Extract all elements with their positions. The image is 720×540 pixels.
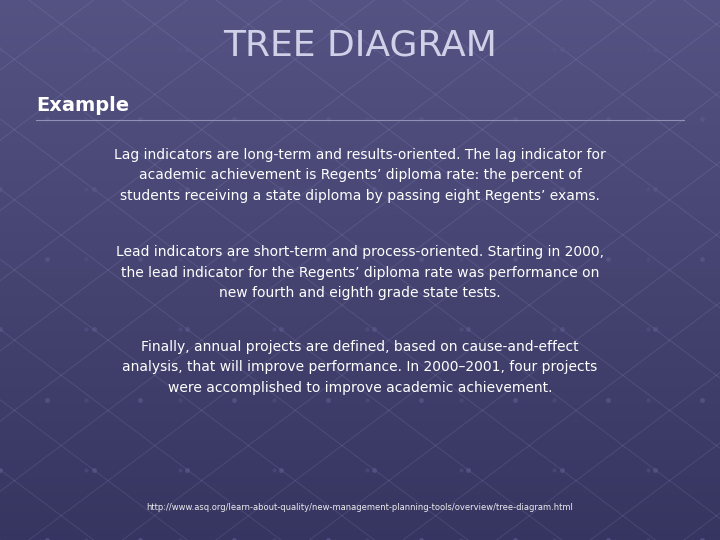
Bar	[0, 513, 720, 522]
Bar	[0, 144, 720, 153]
Bar	[0, 171, 720, 180]
Bar	[0, 450, 720, 459]
Bar	[0, 162, 720, 171]
Bar	[0, 81, 720, 90]
Bar	[0, 234, 720, 243]
Bar	[0, 27, 720, 36]
Bar	[0, 297, 720, 306]
Bar	[0, 369, 720, 378]
Bar	[0, 432, 720, 441]
Bar	[0, 117, 720, 126]
Bar	[0, 180, 720, 189]
Bar	[0, 36, 720, 45]
Bar	[0, 306, 720, 315]
Bar	[0, 153, 720, 162]
Text: TREE DIAGRAM: TREE DIAGRAM	[223, 29, 497, 63]
Bar	[0, 333, 720, 342]
Bar	[0, 261, 720, 270]
Bar	[0, 459, 720, 468]
Bar	[0, 225, 720, 234]
Text: Lead indicators are short-term and process-oriented. Starting in 2000,
the lead : Lead indicators are short-term and proce…	[116, 245, 604, 300]
Bar	[0, 477, 720, 486]
Text: Finally, annual projects are defined, based on cause-and-effect
analysis, that w: Finally, annual projects are defined, ba…	[122, 340, 598, 395]
Bar	[0, 342, 720, 351]
Bar	[0, 135, 720, 144]
Bar	[0, 324, 720, 333]
Bar	[0, 378, 720, 387]
Bar	[0, 396, 720, 405]
Bar	[0, 54, 720, 63]
Bar	[0, 504, 720, 513]
Bar	[0, 279, 720, 288]
Bar	[0, 72, 720, 81]
Bar	[0, 252, 720, 261]
Bar	[0, 423, 720, 432]
Bar	[0, 216, 720, 225]
Bar	[0, 414, 720, 423]
Bar	[0, 270, 720, 279]
Bar	[0, 189, 720, 198]
Bar	[0, 405, 720, 414]
Bar	[0, 495, 720, 504]
Text: Example: Example	[36, 96, 129, 115]
Bar	[0, 90, 720, 99]
Bar	[0, 99, 720, 108]
Bar	[0, 531, 720, 540]
Bar	[0, 288, 720, 297]
Bar	[0, 126, 720, 135]
Text: http://www.asq.org/learn-about-quality/new-management-planning-tools/overview/tr: http://www.asq.org/learn-about-quality/n…	[147, 503, 573, 512]
Text: Lag indicators are long-term and results-oriented. The lag indicator for
academi: Lag indicators are long-term and results…	[114, 148, 606, 203]
Bar	[0, 351, 720, 360]
Bar	[0, 315, 720, 324]
Bar	[0, 63, 720, 72]
Bar	[0, 18, 720, 27]
Bar	[0, 0, 720, 9]
Bar	[0, 198, 720, 207]
Bar	[0, 486, 720, 495]
Bar	[0, 441, 720, 450]
Bar	[0, 9, 720, 18]
Bar	[0, 108, 720, 117]
Bar	[0, 387, 720, 396]
Bar	[0, 360, 720, 369]
Bar	[0, 468, 720, 477]
Bar	[0, 243, 720, 252]
Bar	[0, 522, 720, 531]
Bar	[0, 207, 720, 216]
Bar	[0, 45, 720, 54]
